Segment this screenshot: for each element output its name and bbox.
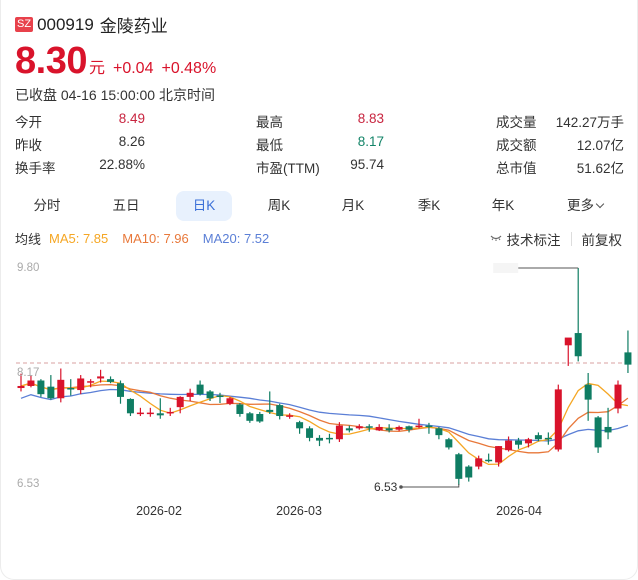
stat-label: 最低: [256, 138, 283, 153]
stat-value: 51.62亿: [576, 161, 624, 176]
stat-label: 换手率: [15, 161, 56, 176]
current-price: 8.30: [15, 40, 87, 82]
x-axis-label-feb: 2026-02: [136, 504, 182, 518]
tab-3[interactable]: 周K: [251, 191, 307, 221]
stat-item: 最低 8.17: [256, 134, 384, 153]
min-price-annotation: 6.53: [374, 480, 398, 494]
tab-1[interactable]: 五日: [98, 191, 154, 221]
tab-label: 年K: [491, 198, 515, 213]
price-change: +0.04: [112, 60, 154, 77]
stock-title: SZ 000919 金陵药业: [15, 12, 168, 37]
market-status: 已收盘 04-16 15:00:00 北京时间: [15, 87, 215, 103]
tab-label: 周K: [267, 198, 291, 213]
stat-item: 换手率 22.88%: [15, 157, 145, 176]
tools-divider: [570, 232, 572, 246]
stat-value: 12.07亿: [576, 138, 624, 153]
stat-item: 昨收 8.26: [15, 134, 145, 153]
price-unit: 元: [88, 60, 105, 77]
tab-label: 五日: [112, 198, 140, 213]
stat-item: 成交量 142.27万手: [496, 111, 624, 130]
eye-closed-icon: [490, 234, 502, 245]
stat-value: 8.83: [357, 111, 384, 126]
price-change-pct: +0.48%: [161, 60, 217, 77]
tab-7[interactable]: 更多: [557, 191, 613, 221]
stat-value: 8.17: [357, 134, 384, 149]
market-badge: SZ: [15, 17, 34, 32]
stat-item: 最高 8.83: [256, 111, 384, 130]
chevron-down-icon: [595, 199, 605, 209]
tab-6[interactable]: 年K: [475, 191, 531, 221]
y-axis-min-label: 6.53: [17, 478, 40, 490]
stat-label: 昨收: [15, 138, 42, 153]
stat-item: 成交额 12.07亿: [496, 134, 624, 153]
stat-label: 今开: [15, 115, 42, 130]
ma20-value: MA20: 7.52: [202, 231, 270, 246]
tab-5[interactable]: 季K: [401, 191, 457, 221]
tab-label: 月K: [341, 198, 365, 213]
stat-label: 最高: [256, 115, 283, 130]
ma5-value: MA5: 7.85: [49, 231, 109, 246]
stock-code: 000919: [37, 14, 94, 34]
stat-value: 22.88%: [99, 157, 145, 172]
tab-label: 日K: [192, 198, 216, 213]
stat-item: 今开 8.49: [15, 111, 145, 130]
price-row: 8.30 元 +0.04 +0.48%: [15, 40, 224, 83]
technical-annotation-label: 技术标注: [506, 233, 561, 248]
period-tabs: 分时 五日 日K 周K 月K 季K 年K 更多: [15, 191, 625, 221]
tab-0[interactable]: 分时: [19, 191, 75, 221]
stat-item: 市盈(TTM) 95.74: [256, 157, 384, 176]
price-adjust-button[interactable]: 前复权: [581, 233, 623, 248]
tab-4[interactable]: 月K: [325, 191, 381, 221]
technical-annotation-button[interactable]: 技术标注: [490, 229, 561, 249]
chart-tools: 技术标注 前复权: [490, 229, 623, 249]
stock-name: 金陵药业: [99, 17, 168, 36]
ma-legend-label: 均线: [15, 232, 42, 247]
stat-value: 8.26: [118, 134, 145, 149]
y-axis-max-label: 9.80: [17, 262, 40, 274]
tab-label: 更多: [567, 198, 594, 213]
tab-label: 分时: [33, 198, 61, 213]
stat-label: 成交量: [496, 115, 537, 130]
tab-2[interactable]: 日K: [176, 191, 232, 221]
x-axis-label-mar: 2026-03: [276, 504, 322, 518]
y-axis-ref-label: 8.17: [17, 367, 40, 379]
stat-label: 市盈(TTM): [256, 161, 320, 176]
stat-value: 8.49: [118, 111, 145, 126]
stat-label: 总市值: [496, 161, 537, 176]
tab-label: 季K: [417, 198, 441, 213]
stat-value: 95.74: [350, 157, 384, 172]
stat-item: 总市值 51.62亿: [496, 157, 624, 176]
stat-value: 142.27万手: [555, 115, 624, 130]
x-axis-label-apr: 2026-04: [496, 504, 542, 518]
stat-label: 成交额: [496, 138, 537, 153]
ma10-value: MA10: 7.96: [122, 231, 189, 246]
ma-legend: 均线 MA5: 7.85 MA10: 7.96 MA20: 7.52: [15, 229, 283, 248]
